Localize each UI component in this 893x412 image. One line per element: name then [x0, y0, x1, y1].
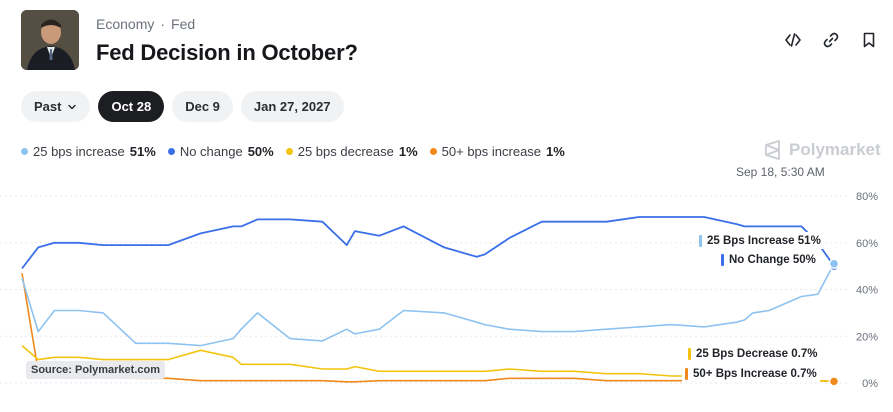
legend-dot	[167, 148, 175, 155]
tab-oct-28-label: Oct 28	[111, 99, 152, 114]
embed-code-button[interactable]	[781, 28, 805, 52]
breadcrumb: Economy · Fed	[96, 16, 195, 32]
series-line	[21, 263, 835, 347]
legend-value: 51%	[129, 144, 156, 159]
legend-item: 25 bps decrease 1%	[285, 144, 418, 159]
breadcrumb-separator: ·	[160, 16, 166, 32]
legend-name: 25 bps increase	[33, 144, 125, 159]
polymarket-logo-icon	[765, 140, 780, 160]
bookmark-icon	[863, 32, 875, 48]
end-label-50bps-increase: 50+ Bps Increase 0.7%	[682, 365, 820, 382]
code-icon	[785, 33, 801, 47]
y-tick-label: 20%	[856, 331, 878, 343]
breadcrumb-topic[interactable]: Fed	[171, 16, 196, 32]
y-tick-label: 80%	[856, 191, 878, 203]
tab-past-label: Past	[34, 99, 62, 114]
end-label-text: 25 Bps Increase 51%	[707, 234, 821, 247]
source-label: Source: Polymarket.com	[26, 361, 165, 379]
chart-timestamp: Sep 18, 5:30 AM	[736, 165, 825, 179]
legend-item: 25 bps increase 51%	[21, 144, 156, 159]
tab-oct-28[interactable]: Oct 28	[98, 91, 165, 122]
breadcrumb-category[interactable]: Economy	[96, 16, 155, 32]
y-tick-label: 0%	[862, 378, 878, 390]
legend-value: 1%	[398, 144, 418, 159]
bookmark-button[interactable]	[857, 28, 881, 52]
link-icon	[823, 32, 839, 48]
legend-name: 25 bps decrease	[297, 144, 394, 159]
end-label-swatch	[699, 234, 702, 247]
series-line	[21, 216, 835, 270]
date-tabs: Past Oct 28 Dec 9 Jan 27, 2027	[21, 91, 344, 122]
legend-name: 50+ bps increase	[441, 144, 542, 159]
chevron-down-icon	[68, 104, 77, 109]
person-photo-icon	[21, 10, 79, 70]
end-label-text: 25 Bps Decrease 0.7%	[696, 347, 818, 360]
y-tick-label: 40%	[856, 285, 878, 297]
end-label-swatch	[685, 367, 688, 380]
legend-item: No change 50%	[167, 144, 274, 159]
tab-jan-27-2027[interactable]: Jan 27, 2027	[240, 91, 344, 122]
tab-past[interactable]: Past	[21, 91, 91, 122]
end-label-25bps-decrease: 25 Bps Decrease 0.7%	[685, 345, 821, 362]
legend-dot	[429, 148, 437, 155]
polymarket-watermark: Polymarket	[763, 139, 881, 161]
page-title: Fed Decision in October?	[96, 40, 358, 65]
tab-dec-9-label: Dec 9	[185, 99, 220, 114]
series-end-dot	[828, 258, 840, 270]
copy-link-button[interactable]	[819, 28, 843, 52]
legend-value: 1%	[546, 144, 565, 159]
end-label-no-change: No Change 50%	[718, 251, 819, 268]
end-label-swatch	[688, 347, 691, 360]
end-label-25bps-increase: 25 Bps Increase 51%	[696, 232, 824, 249]
chart-legend: 25 bps increase 51% No change 50% 25 bps…	[21, 144, 565, 159]
tab-dec-9[interactable]: Dec 9	[172, 91, 233, 122]
legend-value: 50%	[247, 144, 274, 159]
legend-dot	[285, 148, 293, 155]
market-thumbnail	[21, 10, 79, 70]
series-end-dot	[828, 376, 840, 387]
brand-name: Polymarket	[789, 140, 881, 159]
end-label-swatch	[721, 253, 724, 266]
end-label-text: No Change 50%	[729, 253, 816, 266]
legend-item: 50+ bps increase 1%	[429, 144, 565, 159]
end-label-text: 50+ Bps Increase 0.7%	[693, 367, 817, 380]
tab-jan-27-2027-label: Jan 27, 2027	[253, 99, 331, 114]
legend-name: No change	[179, 144, 243, 159]
legend-dot	[21, 148, 28, 155]
y-tick-label: 60%	[856, 238, 878, 250]
